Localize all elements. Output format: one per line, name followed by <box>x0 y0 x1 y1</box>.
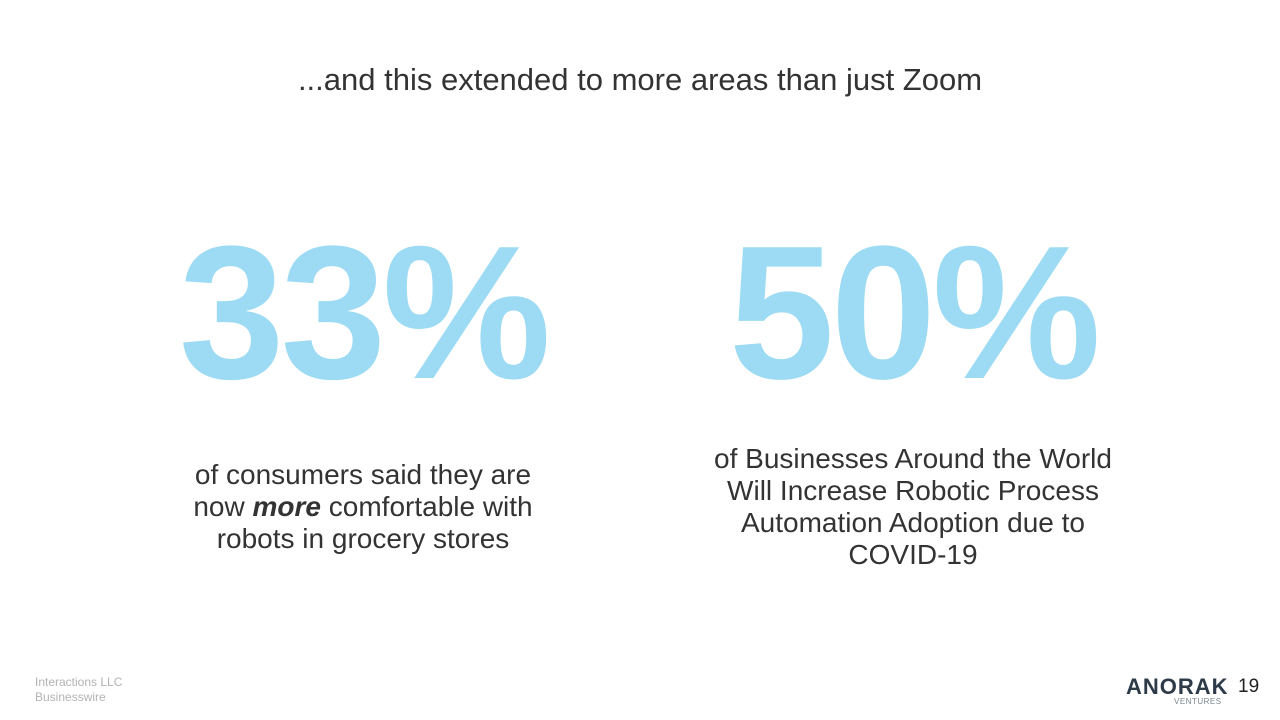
source-list: Interactions LLC Businesswire <box>35 675 122 705</box>
stat-description-consumers: of consumers said they are now more comf… <box>170 459 556 555</box>
logo-wordmark: ANORAK <box>1126 674 1229 699</box>
stat-value-consumers: 33% <box>178 207 551 419</box>
stat-description-emphasis: more <box>252 491 321 522</box>
source-item: Businesswire <box>35 690 106 704</box>
stat-description-text-start: of consumers said they are now <box>193 459 532 522</box>
anorak-ventures-logo: ANORAK VENTURES <box>1126 674 1229 707</box>
logo-subtitle: VENTURES <box>1174 697 1222 706</box>
stat-description-text-end: comfortable with robots in grocery store… <box>216 491 533 554</box>
stat-description-businesses: of Businesses Around the World Will Incr… <box>714 443 1112 570</box>
page-number: 19 <box>1238 676 1260 697</box>
stat-value-businesses: 50% <box>728 207 1101 419</box>
source-item: Interactions LLC <box>35 675 123 689</box>
slide-title: ...and this extended to more areas than … <box>297 62 983 97</box>
